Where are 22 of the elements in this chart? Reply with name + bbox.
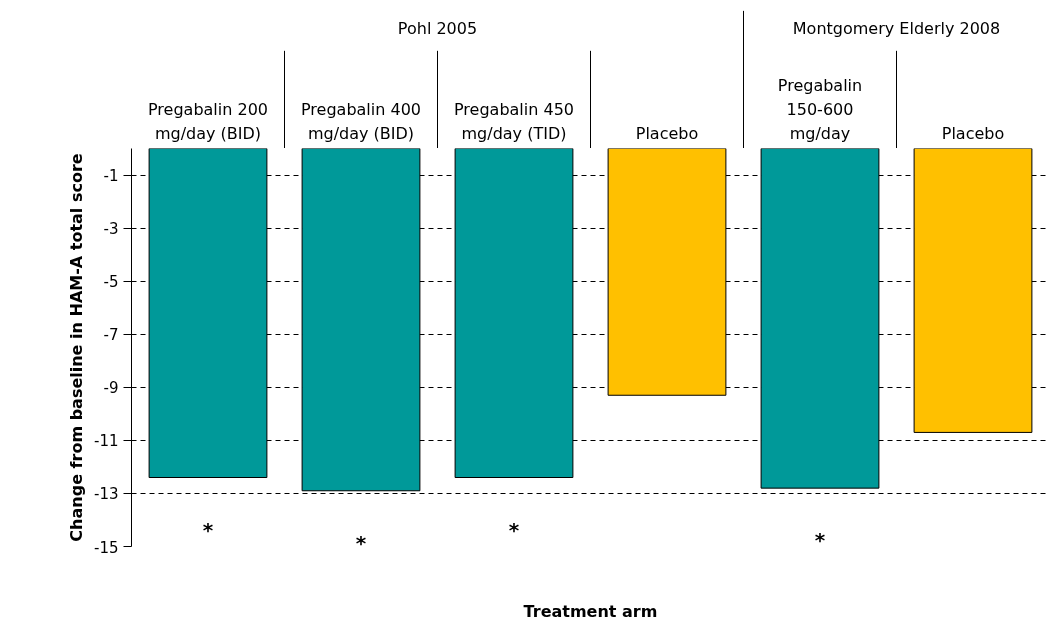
x-tick-label: Pregabalin 150-600 mg/day bbox=[777, 76, 863, 143]
text: Montgomery Elderly 2008 bbox=[792, 19, 1001, 39]
y-tick-label: -13 bbox=[94, 485, 119, 504]
y-tick-label: -15 bbox=[94, 538, 119, 557]
x-tick-label: Pregabalin 400 mg/day (BID) bbox=[300, 99, 422, 143]
text: Pohl 2005 bbox=[397, 19, 478, 39]
y-tick-label: -5 bbox=[103, 273, 119, 292]
data-label: * bbox=[814, 528, 826, 553]
y-tick-label: -3 bbox=[103, 220, 119, 239]
x-tick-label: Pregabalin 450 mg/day (TID) bbox=[453, 99, 575, 143]
y-tick-label: -7 bbox=[103, 326, 119, 345]
y-tick-label: -9 bbox=[103, 379, 119, 398]
x-axis-title: Treatment arm bbox=[523, 601, 658, 621]
x-tick-label: Placebo bbox=[941, 123, 1005, 143]
y-tick-label: -11 bbox=[94, 432, 119, 451]
data-label: * bbox=[202, 517, 214, 542]
y-axis-title: Change from baseline in HAM-A total score bbox=[67, 153, 86, 542]
data-label: * bbox=[355, 530, 367, 555]
x-tick-label: Placebo bbox=[635, 123, 699, 143]
x-tick-label: Pregabalin 200 mg/day (BID) bbox=[147, 99, 269, 143]
y-tick-label: -1 bbox=[103, 167, 119, 186]
data-label: * bbox=[508, 517, 520, 542]
